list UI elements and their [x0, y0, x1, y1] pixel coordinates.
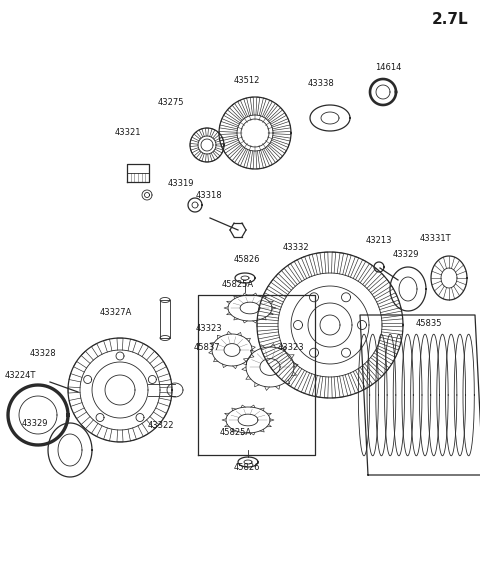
Text: 43275: 43275 [158, 98, 184, 107]
Text: 43213: 43213 [366, 236, 393, 245]
Text: 43329: 43329 [22, 419, 48, 428]
Text: 43322: 43322 [148, 421, 175, 430]
Text: 43224T: 43224T [5, 371, 36, 380]
Text: 2.7L: 2.7L [432, 12, 468, 27]
Text: 43321: 43321 [115, 128, 142, 137]
Text: 14614: 14614 [375, 63, 401, 72]
Text: 43332: 43332 [283, 243, 310, 252]
Text: 43318: 43318 [196, 191, 223, 200]
Text: 43327A: 43327A [100, 308, 132, 317]
Text: 43512: 43512 [234, 76, 260, 85]
Text: 45825A: 45825A [220, 428, 252, 437]
Text: 43319: 43319 [168, 179, 194, 188]
Text: 43323: 43323 [278, 343, 305, 352]
Text: 45825A: 45825A [222, 280, 254, 289]
Text: 43328: 43328 [30, 349, 57, 358]
Text: 43323: 43323 [196, 324, 223, 333]
Text: 43331T: 43331T [420, 234, 452, 243]
Text: 43338: 43338 [308, 79, 335, 88]
Text: 45826: 45826 [234, 255, 261, 264]
Text: 45837: 45837 [194, 343, 221, 352]
Text: 45835: 45835 [416, 319, 443, 328]
Text: 43329: 43329 [393, 250, 420, 259]
Text: 45826: 45826 [234, 463, 261, 472]
